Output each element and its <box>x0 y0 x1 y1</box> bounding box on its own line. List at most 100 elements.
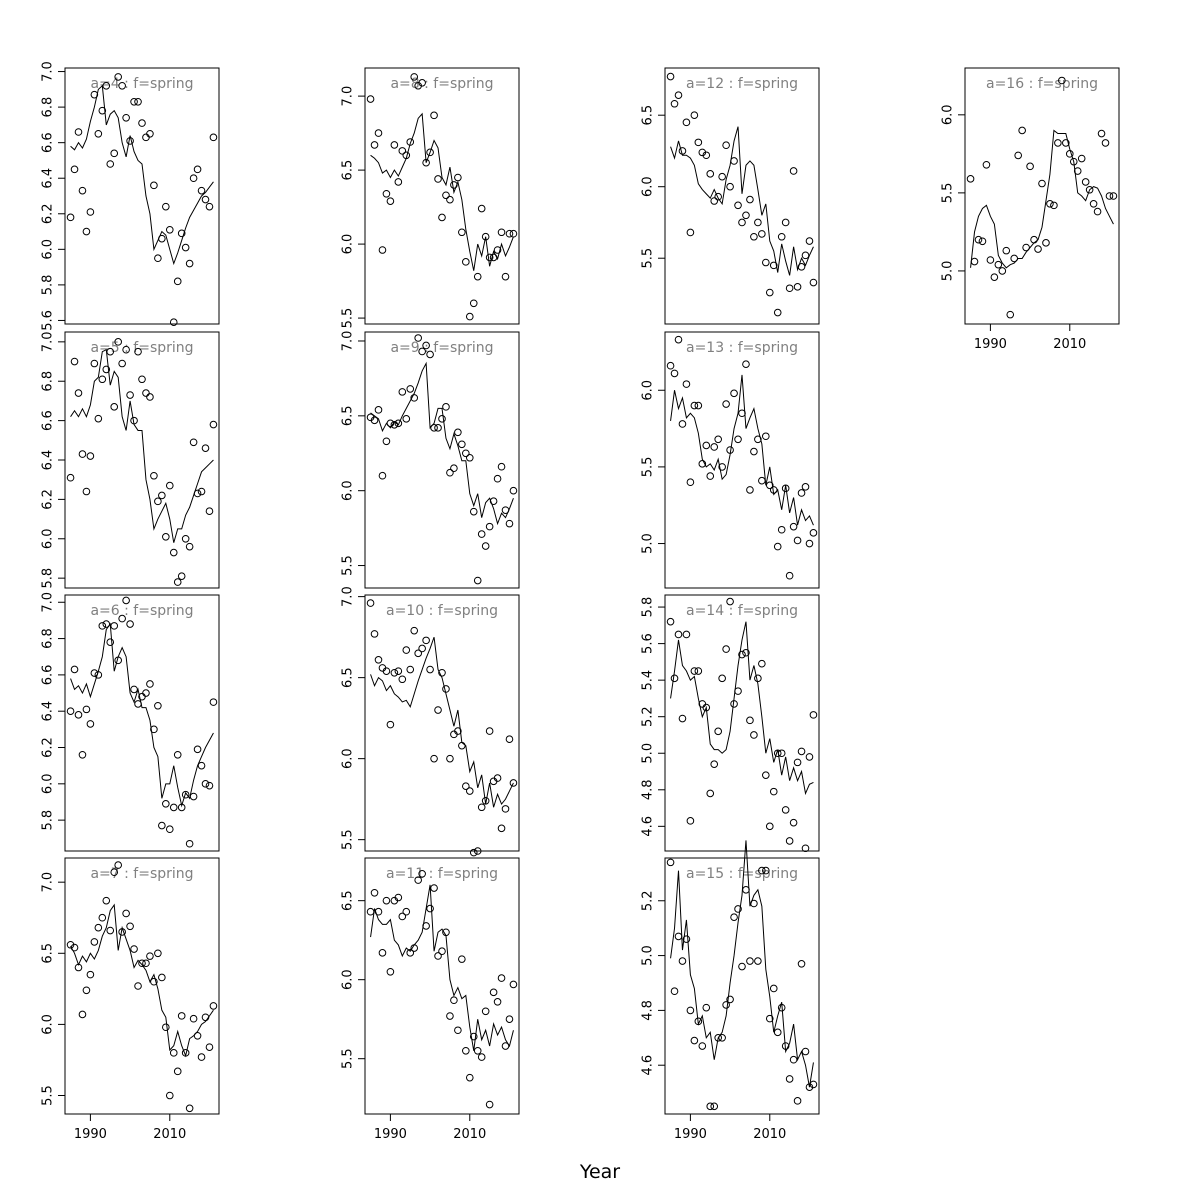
data-point <box>142 959 150 968</box>
data-point <box>450 464 458 473</box>
y-tick-label: 6.5 <box>641 105 656 126</box>
data-point <box>674 932 683 941</box>
data-point <box>473 1046 482 1055</box>
data-point <box>781 218 790 227</box>
data-point <box>70 357 79 366</box>
data-point <box>102 81 111 90</box>
data-point <box>505 735 514 744</box>
data-point <box>690 111 699 119</box>
data-point <box>398 147 407 155</box>
data-point <box>465 1073 474 1082</box>
y-tick-label: 5.8 <box>41 275 56 296</box>
data-point <box>154 497 162 506</box>
data-point <box>126 620 134 628</box>
data-point <box>789 522 798 531</box>
data-point <box>493 998 502 1006</box>
data-point <box>370 888 379 897</box>
data-point <box>154 701 162 710</box>
data-point <box>150 181 158 190</box>
data-point <box>201 1013 210 1022</box>
data-point <box>374 129 383 137</box>
y-tick-label: 5.5 <box>341 308 356 329</box>
data-point <box>750 447 758 456</box>
data-point <box>66 213 75 222</box>
data-point <box>682 380 691 388</box>
data-point <box>197 487 206 496</box>
data-point <box>193 745 202 754</box>
data-point <box>110 149 119 158</box>
x-tick-label: 2010 <box>753 1127 786 1142</box>
data-point <box>430 424 438 432</box>
fit-line <box>670 374 814 526</box>
fit-line <box>970 129 1114 269</box>
data-point <box>758 230 766 238</box>
data-point <box>754 674 762 683</box>
data-point <box>805 539 814 548</box>
data-point <box>169 318 178 327</box>
data-point <box>978 237 987 246</box>
data-point <box>710 443 719 451</box>
data-point <box>446 754 454 763</box>
data-point <box>986 256 995 264</box>
data-point <box>714 1034 722 1042</box>
data-point <box>366 599 375 607</box>
data-point <box>469 299 478 308</box>
data-point <box>118 614 126 623</box>
data-point <box>1014 151 1022 160</box>
data-point <box>789 1055 798 1064</box>
panel-frame <box>364 594 520 852</box>
y-tick-label: 6.8 <box>41 628 56 649</box>
fit-line <box>370 636 514 808</box>
data-point <box>698 460 707 468</box>
data-point <box>154 949 162 958</box>
y-tick-label: 6.5 <box>341 160 356 181</box>
data-point <box>130 685 138 694</box>
data-point <box>70 165 79 174</box>
y-tick-label: 5.2 <box>641 890 656 911</box>
data-point <box>430 884 438 892</box>
data-point <box>682 118 691 127</box>
data-point <box>497 974 506 982</box>
y-tick-label: 4.6 <box>641 1055 656 1076</box>
data-point <box>501 272 510 281</box>
data-point <box>485 522 494 531</box>
y-tick-label: 6.6 <box>41 410 56 431</box>
data-point <box>169 803 178 812</box>
panel-frame <box>64 331 220 589</box>
data-point <box>746 486 754 494</box>
data-point <box>465 787 474 795</box>
y-tick-label: 6.8 <box>41 371 56 392</box>
data-point <box>146 952 154 960</box>
data-point <box>714 727 722 736</box>
data-point <box>469 507 478 516</box>
y-tick-label: 7.0 <box>341 86 356 107</box>
data-point <box>402 415 411 423</box>
data-point <box>738 218 746 227</box>
data-point <box>722 645 730 653</box>
data-point <box>82 705 91 714</box>
data-point <box>90 359 99 368</box>
data-point <box>694 667 703 675</box>
panel-title: a=5 : f=spring <box>90 340 193 356</box>
data-point <box>398 912 407 921</box>
data-point <box>1050 201 1058 210</box>
data-point <box>670 369 679 378</box>
data-point <box>414 876 422 884</box>
panel-frame <box>664 594 820 852</box>
y-tick-label: 5.5 <box>341 829 356 850</box>
data-point <box>762 866 770 875</box>
data-point <box>1081 178 1090 186</box>
data-point <box>165 481 174 490</box>
data-point <box>414 649 422 658</box>
data-point <box>789 167 798 175</box>
data-point <box>793 536 802 545</box>
data-point <box>78 1010 87 1019</box>
y-tick-label: 4.8 <box>641 779 656 800</box>
data-point <box>438 668 446 677</box>
data-point <box>94 129 103 138</box>
data-point <box>706 789 715 798</box>
data-point <box>686 817 695 825</box>
data-point <box>670 674 679 683</box>
data-point <box>205 1043 214 1051</box>
data-point <box>509 980 518 989</box>
